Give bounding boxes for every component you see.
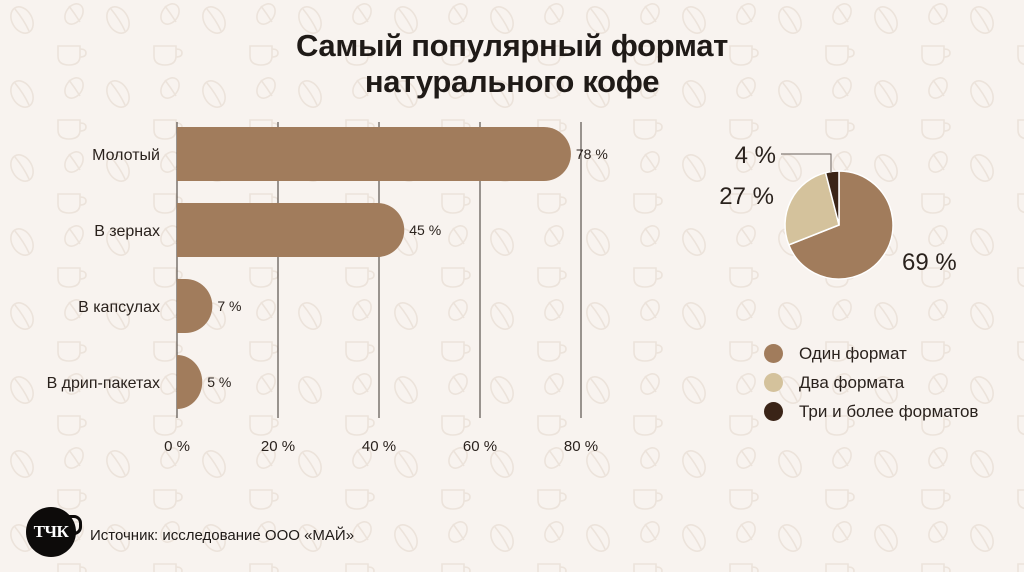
pie-value-label-один-формат: 69 % [902, 249, 957, 276]
x-tick-label-0: 0 % [164, 438, 190, 455]
legend-swatch-two-formats [764, 373, 783, 392]
category-label-в-дрип-пакетах: В дрип-пакетах [47, 375, 160, 392]
pie-value-label-два-формата: 27 % [719, 183, 774, 210]
brand-logo-text: ТЧК [33, 522, 69, 541]
value-label-молотый: 78 % [576, 146, 608, 162]
x-tick-label-40: 40 % [362, 438, 396, 455]
bar-в-зернах [177, 203, 405, 257]
chart-title: Самый популярный формат натурального коф… [212, 28, 812, 100]
x-tick-label-20: 20 % [261, 438, 295, 455]
legend-label-two-formats: Два формата [799, 372, 905, 392]
legend-item-two-formats: Два формата [764, 368, 978, 397]
bar-в-капсулах [177, 279, 213, 333]
legend-label-three-formats: Три и более форматов [799, 401, 979, 421]
legend-item-three-formats: Три и более форматов [764, 397, 978, 426]
source-note: Источник: исследование ООО «МАЙ» [90, 526, 355, 544]
value-label-в-дрип-пакетах: 5 % [207, 374, 231, 390]
category-label-молотый: Молотый [92, 147, 160, 164]
pie-slice-два-формата [784, 171, 840, 246]
pie-value-label-три-и-более-форматов: 4 % [735, 142, 776, 169]
legend-item-one-format: Один формат [764, 339, 978, 368]
value-label-в-капсулах: 7 % [217, 298, 241, 314]
value-label-в-зернах: 45 % [409, 222, 441, 238]
x-tick-label-80: 80 % [564, 438, 598, 455]
legend-label-one-format: Один формат [799, 343, 907, 363]
brand-logo: ТЧК [26, 507, 82, 557]
pie-slice-один-формат [787, 170, 894, 280]
category-label-в-зернах: В зернах [94, 223, 160, 240]
pie-legend: Один формат Два формата Три и более форм… [764, 339, 978, 426]
leader-line-three-formats [781, 153, 832, 172]
chart-title-line-1: Самый популярный формат [295, 28, 729, 63]
legend-swatch-one-format [764, 344, 783, 363]
bar-молотый [177, 127, 571, 181]
legend-swatch-three-formats [764, 402, 783, 421]
footer: ТЧК Источник: исследование ООО «МАЙ» [26, 507, 354, 557]
x-tick-label-60: 60 % [463, 438, 497, 455]
pie-slice-три-и-более-форматов [824, 170, 840, 226]
chart-title-line-2: натурального кофе [364, 64, 660, 99]
bar-в-дрип-пакетах [177, 355, 203, 409]
category-label-в-капсулах: В капсулах [78, 299, 160, 316]
cup-handle-icon [67, 515, 82, 535]
